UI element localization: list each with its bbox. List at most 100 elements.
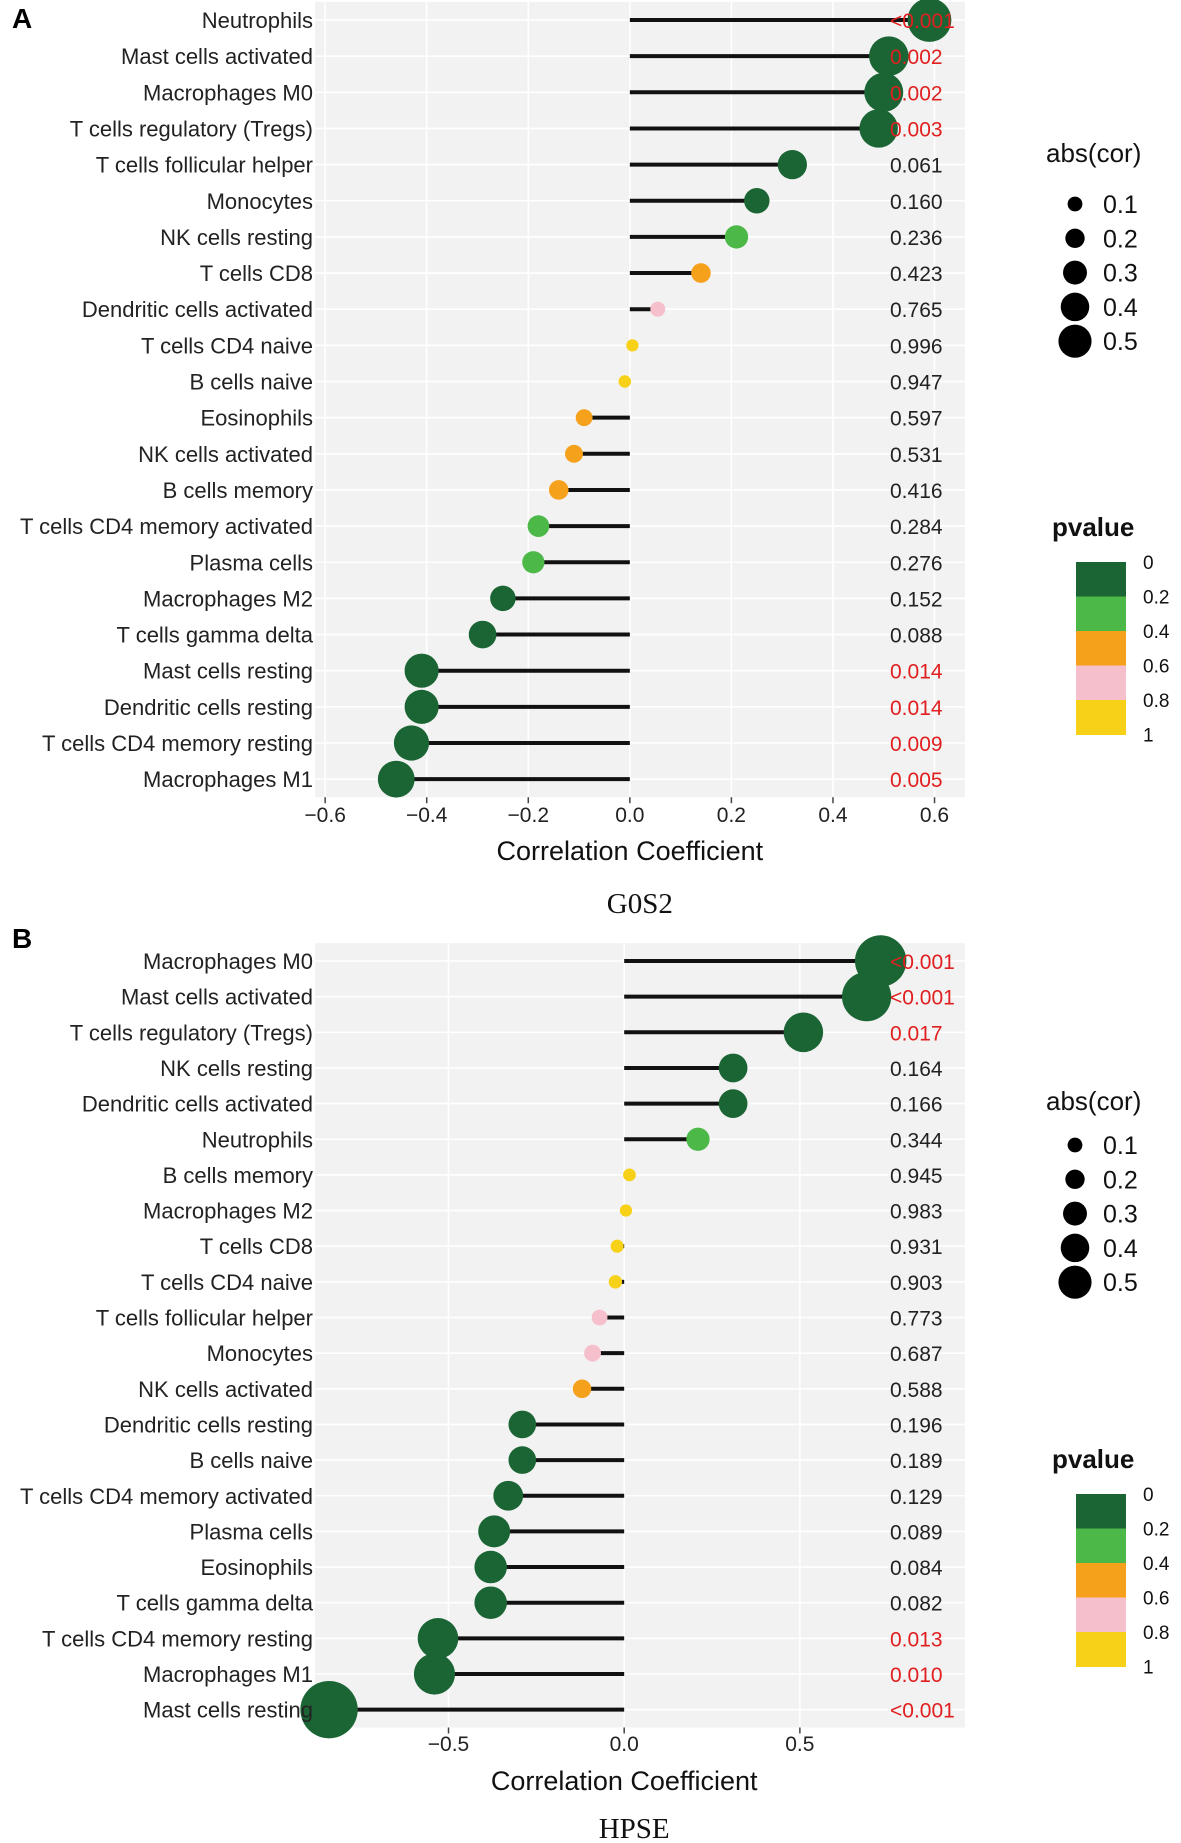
- lollipop-point: [777, 149, 807, 180]
- pvalue-legend-tick: 0: [1143, 553, 1154, 574]
- size-legend-label: 0.3: [1103, 260, 1138, 288]
- cell-type-label: Eosinophils: [200, 406, 313, 431]
- cell-type-label: T cells CD4 memory resting: [42, 1626, 313, 1651]
- pvalue-label: <0.001: [890, 10, 955, 33]
- pvalue-label: 0.588: [890, 1379, 943, 1402]
- x-tick-label: −0.6: [304, 804, 345, 827]
- cell-type-label: T cells CD4 naive: [141, 1270, 313, 1295]
- lollipop-point: [623, 1168, 636, 1182]
- lollipop-point: [618, 375, 632, 388]
- lollipop-point: [478, 1515, 511, 1548]
- size-legend-dot: [1065, 1169, 1085, 1189]
- cell-type-label: Plasma cells: [190, 1519, 313, 1544]
- lollipop-point: [869, 36, 909, 76]
- x-tick-label: −0.4: [406, 804, 448, 827]
- pvalue-legend-tick: 0: [1143, 1485, 1154, 1506]
- lollipop-point: [404, 689, 439, 724]
- lollipop-point: [572, 1379, 592, 1399]
- pvalue-label: 0.765: [890, 299, 943, 322]
- pvalue-legend: pvalue 0 0.2 0.4 0.6 0.8 1: [1052, 1444, 1170, 1679]
- x-axis-title: Correlation Coefficient: [491, 1766, 758, 1796]
- size-legend-title: abs(cor): [1046, 138, 1141, 168]
- lollipop-point: [508, 1410, 537, 1439]
- pvalue-label: 0.014: [890, 697, 943, 720]
- cell-type-label: T cells gamma delta: [117, 623, 314, 648]
- lollipop-point: [864, 72, 904, 112]
- cell-type-label: Macrophages M2: [143, 586, 313, 611]
- cell-type-label: Macrophages M1: [143, 767, 313, 792]
- lollipop-point: [474, 1550, 507, 1584]
- lollipop-point: [404, 653, 439, 688]
- pvalue-label: <0.001: [890, 1700, 955, 1723]
- lollipop-point: [522, 551, 545, 574]
- pvalue-legend-tick: 0.4: [1143, 1554, 1170, 1575]
- cell-type-label: T cells follicular helper: [96, 1306, 313, 1331]
- x-tick-label: −0.2: [508, 804, 549, 827]
- cell-type-label: Mast cells activated: [121, 44, 313, 69]
- cell-type-label: T cells CD8: [200, 261, 313, 286]
- pvalue-label: 0.164: [890, 1058, 943, 1081]
- pvalue-label: 0.983: [890, 1201, 943, 1224]
- pvalue-legend-tick: 0.2: [1143, 1520, 1169, 1541]
- cell-type-label: Macrophages M0: [143, 949, 313, 974]
- cell-type-label: Plasma cells: [190, 550, 313, 575]
- x-tick-label: 0.5: [785, 1733, 814, 1756]
- pvalue-legend-tick: 0.8: [1143, 1623, 1169, 1644]
- pvalue-legend-tick: 0.6: [1143, 1589, 1169, 1610]
- lollipop-point: [490, 585, 516, 612]
- pvalue-legend-tick: 0.8: [1143, 691, 1169, 712]
- pvalue-label: 0.931: [890, 1236, 943, 1259]
- lollipop-point: [610, 1239, 624, 1253]
- lollipop-point: [718, 1053, 748, 1083]
- size-legend-label: 0.1: [1103, 191, 1138, 219]
- pvalue-label: 0.152: [890, 588, 943, 611]
- pvalue-label: 0.129: [890, 1486, 943, 1509]
- lollipop-point: [584, 1344, 601, 1362]
- cell-type-label: Macrophages M2: [143, 1199, 313, 1224]
- cell-type-label: Dendritic cells activated: [82, 1092, 313, 1117]
- cell-type-label: Eosinophils: [200, 1555, 313, 1580]
- pvalue-legend-swatch: [1076, 1597, 1126, 1633]
- cell-type-label: Neutrophils: [202, 1127, 313, 1152]
- size-legend-dot: [1067, 1137, 1083, 1153]
- pvalue-legend-swatch: [1076, 1563, 1126, 1598]
- cell-type-label: NK cells activated: [138, 442, 313, 467]
- plot-background: [315, 943, 965, 1728]
- lollipop-point: [744, 188, 770, 214]
- pvalue-legend-swatch: [1076, 1632, 1126, 1667]
- cell-type-label: NK cells resting: [160, 1056, 313, 1081]
- lollipop-point: [859, 109, 898, 148]
- cell-type-label: Dendritic cells resting: [104, 695, 313, 720]
- pvalue-legend-title: pvalue: [1052, 1444, 1134, 1474]
- lollipop-point: [474, 1586, 507, 1619]
- size-legend-dot: [1060, 1233, 1090, 1263]
- cell-type-label: Dendritic cells activated: [82, 297, 313, 322]
- pvalue-label: 0.084: [890, 1557, 943, 1580]
- cell-type-label: Macrophages M1: [143, 1662, 313, 1687]
- pvalue-label: 0.061: [890, 155, 943, 178]
- x-tick-label: 0.0: [610, 1733, 639, 1756]
- pvalue-legend-tick: 0.4: [1143, 622, 1170, 643]
- size-legend-label: 0.5: [1103, 328, 1138, 356]
- pvalue-legend-swatch: [1076, 1528, 1126, 1564]
- pvalue-label: 0.017: [890, 1022, 943, 1045]
- pvalue-label: 0.189: [890, 1450, 943, 1473]
- size-legend-label: 0.1: [1103, 1132, 1138, 1160]
- pvalue-legend-swatch: [1076, 700, 1126, 735]
- x-tick-label: 0.2: [717, 804, 746, 827]
- x-tick-label: 0.6: [920, 804, 949, 827]
- panel-b: B Macrophages M0 <0.001 Mast cells activate…: [12, 923, 1170, 1843]
- lollipop-point: [626, 339, 639, 352]
- lollipop-point: [724, 225, 749, 249]
- pvalue-legend: pvalue 0 0.2 0.4 0.6 0.8 1: [1052, 512, 1170, 747]
- pvalue-label: 0.945: [890, 1165, 943, 1188]
- cell-type-label: Monocytes: [207, 1341, 313, 1366]
- cell-type-label: NK cells resting: [160, 225, 313, 250]
- pvalue-legend-swatch: [1076, 562, 1126, 597]
- lollipop-point: [417, 1618, 459, 1659]
- pvalue-legend-swatch: [1076, 665, 1126, 701]
- pvalue-label: 0.082: [890, 1593, 943, 1616]
- gene-title: G0S2: [607, 888, 673, 920]
- pvalue-label: 0.089: [890, 1521, 943, 1544]
